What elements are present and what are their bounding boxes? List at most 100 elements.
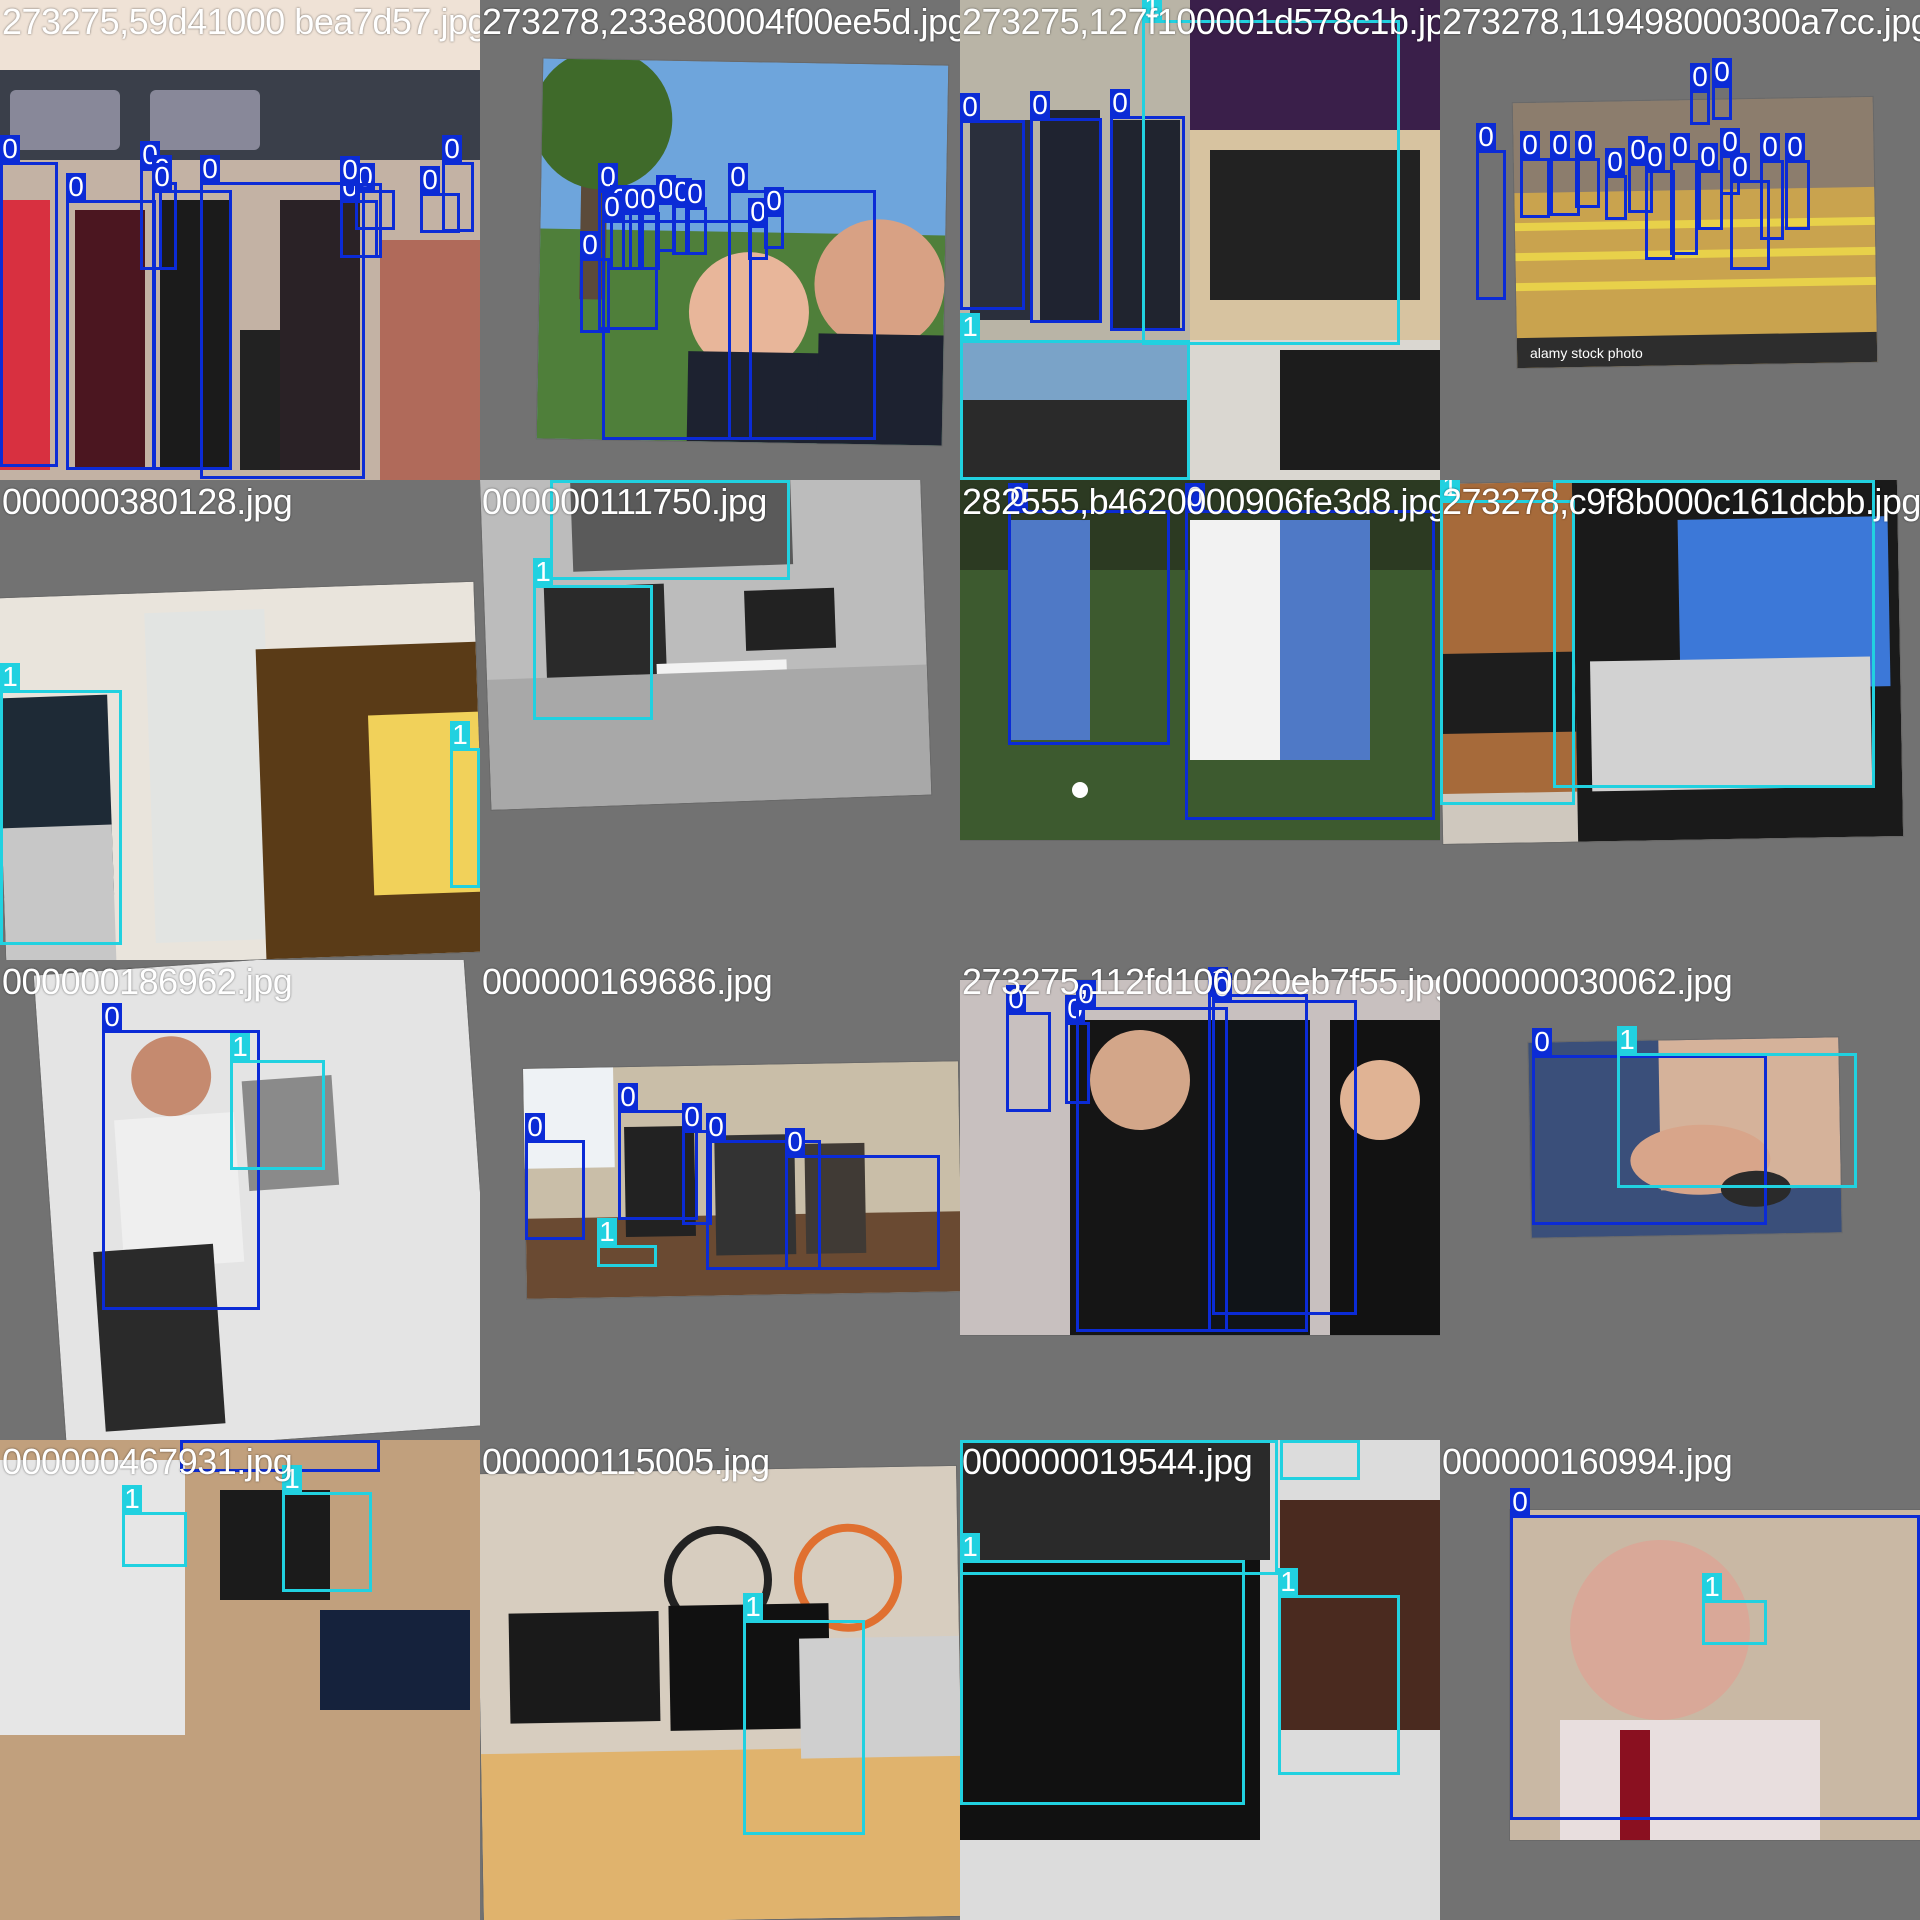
tile-filename: 273278,119498000300a7cc.jpg — [1442, 1, 1920, 42]
laptop-box: 1 — [122, 1485, 187, 1567]
tile-12: 000000030062.jpg 0 1 — [1440, 960, 1920, 1440]
person-box: 0 — [685, 180, 707, 255]
person-box: 0 — [1212, 973, 1357, 1315]
box-label: 0 — [1730, 153, 1750, 181]
person-box: 0 — [1605, 148, 1627, 220]
tile-filename: 000000160994.jpg — [1442, 1441, 1733, 1482]
watermark: alamy stock photo — [1530, 345, 1643, 361]
box-label: 1 — [1278, 1568, 1298, 1596]
box-label: 1 — [597, 1218, 617, 1246]
box-label: 0 — [200, 155, 220, 183]
tile-1: 273275,59d41000 bea7d57.jpg 0 0 0 0 0 0 … — [0, 0, 480, 480]
tile-7: 282555,b4620000906fe3d8.jpg 0 0 — [960, 480, 1440, 960]
box-label: 0 — [420, 166, 440, 194]
laptop-box: 1 — [230, 1033, 325, 1170]
photo-keyboards — [960, 1440, 1440, 1920]
person-box: 0 — [1006, 985, 1051, 1112]
person-box: 0 — [764, 187, 784, 249]
laptop-box: 1 — [597, 1218, 657, 1267]
person-box: 0 — [200, 155, 365, 479]
box-label: 0 — [602, 193, 622, 221]
box-label: 0 — [1670, 133, 1690, 161]
box-label: 0 — [1532, 1028, 1552, 1056]
box-label: 1 — [1440, 480, 1460, 501]
laptop-box: 1 — [743, 1593, 865, 1835]
person-box: 0 — [1476, 123, 1506, 300]
photo-man-glasses — [1510, 1510, 1920, 1840]
person-box: 0 — [442, 135, 474, 232]
person-box: 0 — [1550, 131, 1580, 216]
tile-5: 000000380128.jpg 1 1 — [0, 480, 480, 960]
box-label: 1 — [960, 1533, 980, 1561]
person-box: 0 — [102, 1003, 260, 1310]
person-box: 0 — [960, 93, 1025, 310]
laptop-box: 1 — [533, 558, 653, 720]
laptop-box: 1 — [1617, 1026, 1857, 1188]
laptop-box: 1 — [282, 1465, 372, 1592]
person-box: 0 — [785, 1128, 940, 1270]
person-box: 0 — [1698, 143, 1723, 230]
person-box: 0 — [152, 163, 232, 470]
photo-men-laptops — [960, 0, 1440, 480]
box-label: 1 — [1617, 1026, 1637, 1054]
person-box: 0 — [1690, 63, 1710, 125]
laptop-box: 1 — [1280, 1440, 1360, 1480]
person-box: 0 — [682, 1103, 712, 1225]
box-label: 1 — [533, 558, 553, 586]
tile-15: 000000019544.jpg 1 1 1 1 — [960, 1440, 1440, 1920]
box-label: 1 — [743, 1593, 763, 1621]
person-box: 0 — [1628, 136, 1653, 213]
person-box: 0 — [580, 231, 610, 333]
box-label: 0 — [580, 231, 600, 259]
photo-office-bike — [480, 1465, 960, 1920]
box-label: 0 — [442, 135, 462, 163]
laptop-box: 1 — [1702, 1573, 1767, 1645]
box-label: 0 — [1698, 143, 1718, 171]
laptop-box: 1 — [960, 1440, 1278, 1575]
box-label: 0 — [525, 1113, 545, 1141]
box-label: 0 — [66, 173, 86, 201]
box-label: 0 — [622, 185, 642, 213]
photo-room-laptop — [0, 581, 480, 960]
tile-3: 273275,127f100001d578c1b.jpg 0 0 0 1 1 — [960, 0, 1440, 480]
photo-park — [536, 58, 949, 446]
box-label: 1 — [230, 1033, 250, 1061]
box-label: 1 — [960, 1440, 980, 1441]
box-label: 0 — [764, 187, 784, 215]
person-box: 0 — [1760, 133, 1784, 240]
box-label: 0 — [340, 156, 360, 184]
box-label: 0 — [656, 175, 676, 203]
box-label: 0 — [1712, 58, 1732, 86]
box-label: 1 — [1142, 0, 1162, 21]
person-box: 0 — [618, 1083, 698, 1220]
box-label: 0 — [1645, 143, 1665, 171]
person-box: 0 — [525, 1113, 585, 1240]
person-box: 0 — [1670, 133, 1698, 255]
box-label: 0 — [1628, 136, 1648, 164]
tile-9: 000000186962.jpg 0 1 — [0, 960, 480, 1440]
box-label: 0 — [706, 1113, 726, 1141]
box-label: 1 — [450, 721, 470, 749]
tile-filename: 000000380128.jpg — [2, 481, 293, 522]
person-box: 0 — [602, 193, 752, 440]
box-label: 0 — [598, 163, 618, 191]
photo-woman-chair — [33, 960, 480, 1440]
tile-filename: 000000030062.jpg — [1442, 961, 1733, 1002]
laptop-box: 1 — [550, 480, 790, 580]
laptop-box: 1 — [1553, 480, 1875, 788]
box-label: 0 — [728, 163, 748, 191]
box-label: 0 — [1720, 128, 1740, 156]
laptop-box: 1 — [1440, 480, 1575, 805]
photo-desk-bw — [480, 480, 932, 810]
person-box: 0 — [706, 1113, 821, 1270]
person-box: 0 — [1008, 483, 1170, 745]
box-label: 1 — [122, 1485, 142, 1513]
tile-4: alamy stock photo 273278,119498000300a7c… — [1440, 0, 1920, 480]
person-box: 0 — [622, 185, 644, 270]
person-box: 0 — [748, 198, 768, 260]
person-box: 0 — [1730, 153, 1770, 270]
box-label: 0 — [1760, 133, 1780, 161]
tile-8: 273278,c9f8b000c161dcbb.jpg 1 1 — [1440, 480, 1920, 960]
box-label: 0 — [1520, 131, 1540, 159]
